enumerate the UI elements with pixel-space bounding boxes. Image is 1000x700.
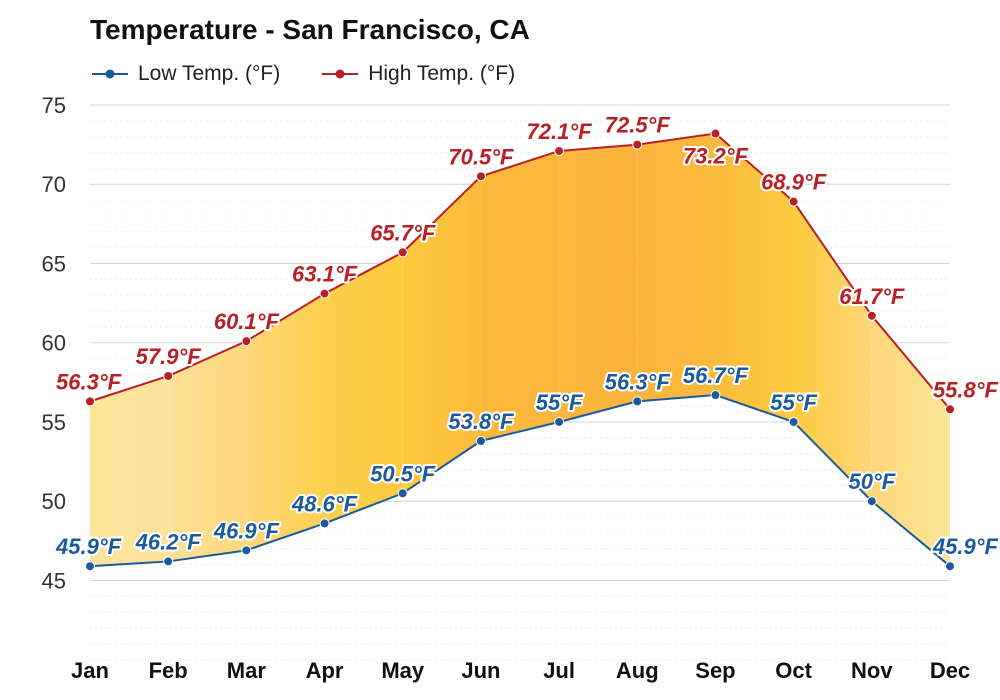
legend-marker-low [92, 69, 128, 79]
high-data-label-may: 65.7°F [370, 220, 436, 245]
low-temp-point-nov [866, 496, 877, 507]
temperature-band-aug [637, 133, 716, 402]
low-temp-point-jul [554, 416, 565, 427]
x-tick-label-nov: Nov [851, 658, 893, 683]
low-data-label-jan: 45.9°F [55, 534, 122, 559]
low-temp-point-dec [945, 561, 955, 572]
legend-label-low: Low Temp. (°F) [138, 62, 281, 85]
low-data-label-jun: 53.8°F [448, 409, 514, 434]
legend-dot-low [105, 69, 115, 79]
x-tick-label-jan: Jan [71, 658, 109, 683]
high-data-label-feb: 57.9°F [136, 344, 202, 369]
y-tick-label: 60 [42, 331, 66, 356]
y-tick-label: 75 [42, 93, 66, 118]
high-data-label-jun: 70.5°F [448, 144, 514, 169]
y-tick-label: 65 [42, 251, 66, 276]
low-temp-point-may [397, 488, 408, 499]
axis-layer: 45 50 55 60 65 70 75 Jan Feb Mar Apr May Jun Jul Aug Se… [42, 93, 971, 683]
low-temp-point-aug [632, 396, 643, 407]
series-layer [85, 128, 955, 572]
low-data-label-sep: 56.7°F [683, 363, 749, 388]
low-data-label-apr: 48.6°F [291, 491, 358, 516]
low-data-label-jul: 55°F [536, 390, 583, 415]
high-data-label-mar: 60.1°F [214, 309, 280, 334]
low-temp-point-oct [788, 416, 799, 427]
temperature-band-oct [793, 201, 872, 502]
y-tick-label: 45 [42, 568, 66, 593]
y-tick-label: 70 [42, 172, 66, 197]
high-data-label-apr: 63.1°F [292, 262, 358, 287]
x-tick-label-dec: Dec [930, 658, 970, 683]
low-data-label-nov: 50°F [848, 469, 895, 494]
low-data-label-mar: 46.9°F [213, 518, 280, 543]
legend-marker-high [322, 69, 359, 79]
x-tick-label-feb: Feb [149, 658, 188, 683]
high-temp-point-dec [945, 404, 955, 415]
x-tick-label-sep: Sep [695, 658, 735, 683]
high-temp-point-oct [788, 196, 799, 207]
high-data-label-jan: 56.3°F [56, 369, 122, 394]
high-temp-point-jan [85, 396, 95, 407]
temperature-band-jul [559, 144, 638, 422]
low-data-label-may: 50.5°F [370, 461, 436, 486]
x-tick-label-aug: Aug [616, 658, 659, 683]
y-tick-label: 50 [42, 489, 66, 514]
high-data-label-dec: 55.8°F [933, 377, 999, 402]
x-tick-label-may: May [381, 658, 425, 683]
low-data-label-feb: 46.2°F [135, 529, 202, 554]
x-tick-label-mar: Mar [227, 658, 267, 683]
high-data-label-aug: 72.5°F [605, 113, 671, 138]
chart-title: Temperature - San Francisco, CA [90, 14, 530, 45]
temperature-band-nov [871, 315, 950, 567]
low-temp-point-mar [241, 545, 252, 556]
temperature-band-may [402, 176, 481, 494]
high-data-label-jul: 72.1°F [527, 119, 593, 144]
high-temp-point-feb [163, 371, 174, 382]
high-data-label-nov: 61.7°F [839, 284, 905, 309]
high-temp-point-may [397, 247, 408, 258]
temperature-band-feb [168, 341, 247, 562]
high-temp-point-nov [866, 310, 877, 321]
low-data-label-aug: 56.3°F [605, 369, 671, 394]
fill-layer [90, 133, 950, 567]
temperature-band-mar [246, 293, 325, 551]
high-temp-point-jun [475, 171, 486, 182]
temperature-band-jan [90, 376, 169, 567]
low-data-label-oct: 55°F [770, 390, 817, 415]
low-data-label-dec: 45.9°F [932, 534, 999, 559]
low-temp-line [89, 394, 951, 568]
high-temp-point-mar [241, 336, 252, 347]
low-temp-point-apr [319, 518, 330, 529]
data-label-layer: 45.9°F 46.2°F 46.9°F 48.6°F 50.5°F 53.8°F 55°F… [53, 111, 1000, 562]
legend-item-high[interactable]: High Temp. (°F) [320, 62, 515, 86]
high-data-label-oct: 68.9°F [761, 170, 827, 195]
x-tick-label-jun: Jun [461, 658, 500, 683]
x-tick-label-oct: Oct [775, 658, 812, 683]
low-temp-point-sep [710, 390, 721, 401]
high-temp-point-sep [710, 128, 721, 139]
y-tick-label: 55 [42, 410, 66, 435]
legend-item-low[interactable]: Low Temp. (°F) [90, 62, 280, 86]
high-temp-point-aug [632, 139, 643, 150]
high-temp-line [89, 132, 951, 410]
legend-dot-high [335, 69, 345, 79]
low-temp-point-jan [85, 561, 95, 572]
x-tick-label-jul: Jul [543, 658, 575, 683]
x-tick-label-apr: Apr [306, 658, 344, 683]
legend-label-high: High Temp. (°F) [368, 62, 516, 85]
legend: Low Temp. (°F) High Temp. (°F) [90, 60, 555, 88]
temperature-band-apr [324, 252, 403, 524]
high-data-label-sep: 73.2°F [683, 144, 749, 169]
high-temp-point-jul [554, 145, 565, 156]
temperature-band-sep [715, 133, 794, 422]
temperature-band-jun [480, 150, 560, 441]
low-temp-point-feb [163, 556, 174, 567]
high-temp-point-apr [319, 288, 330, 299]
low-temp-point-jun [475, 435, 486, 446]
